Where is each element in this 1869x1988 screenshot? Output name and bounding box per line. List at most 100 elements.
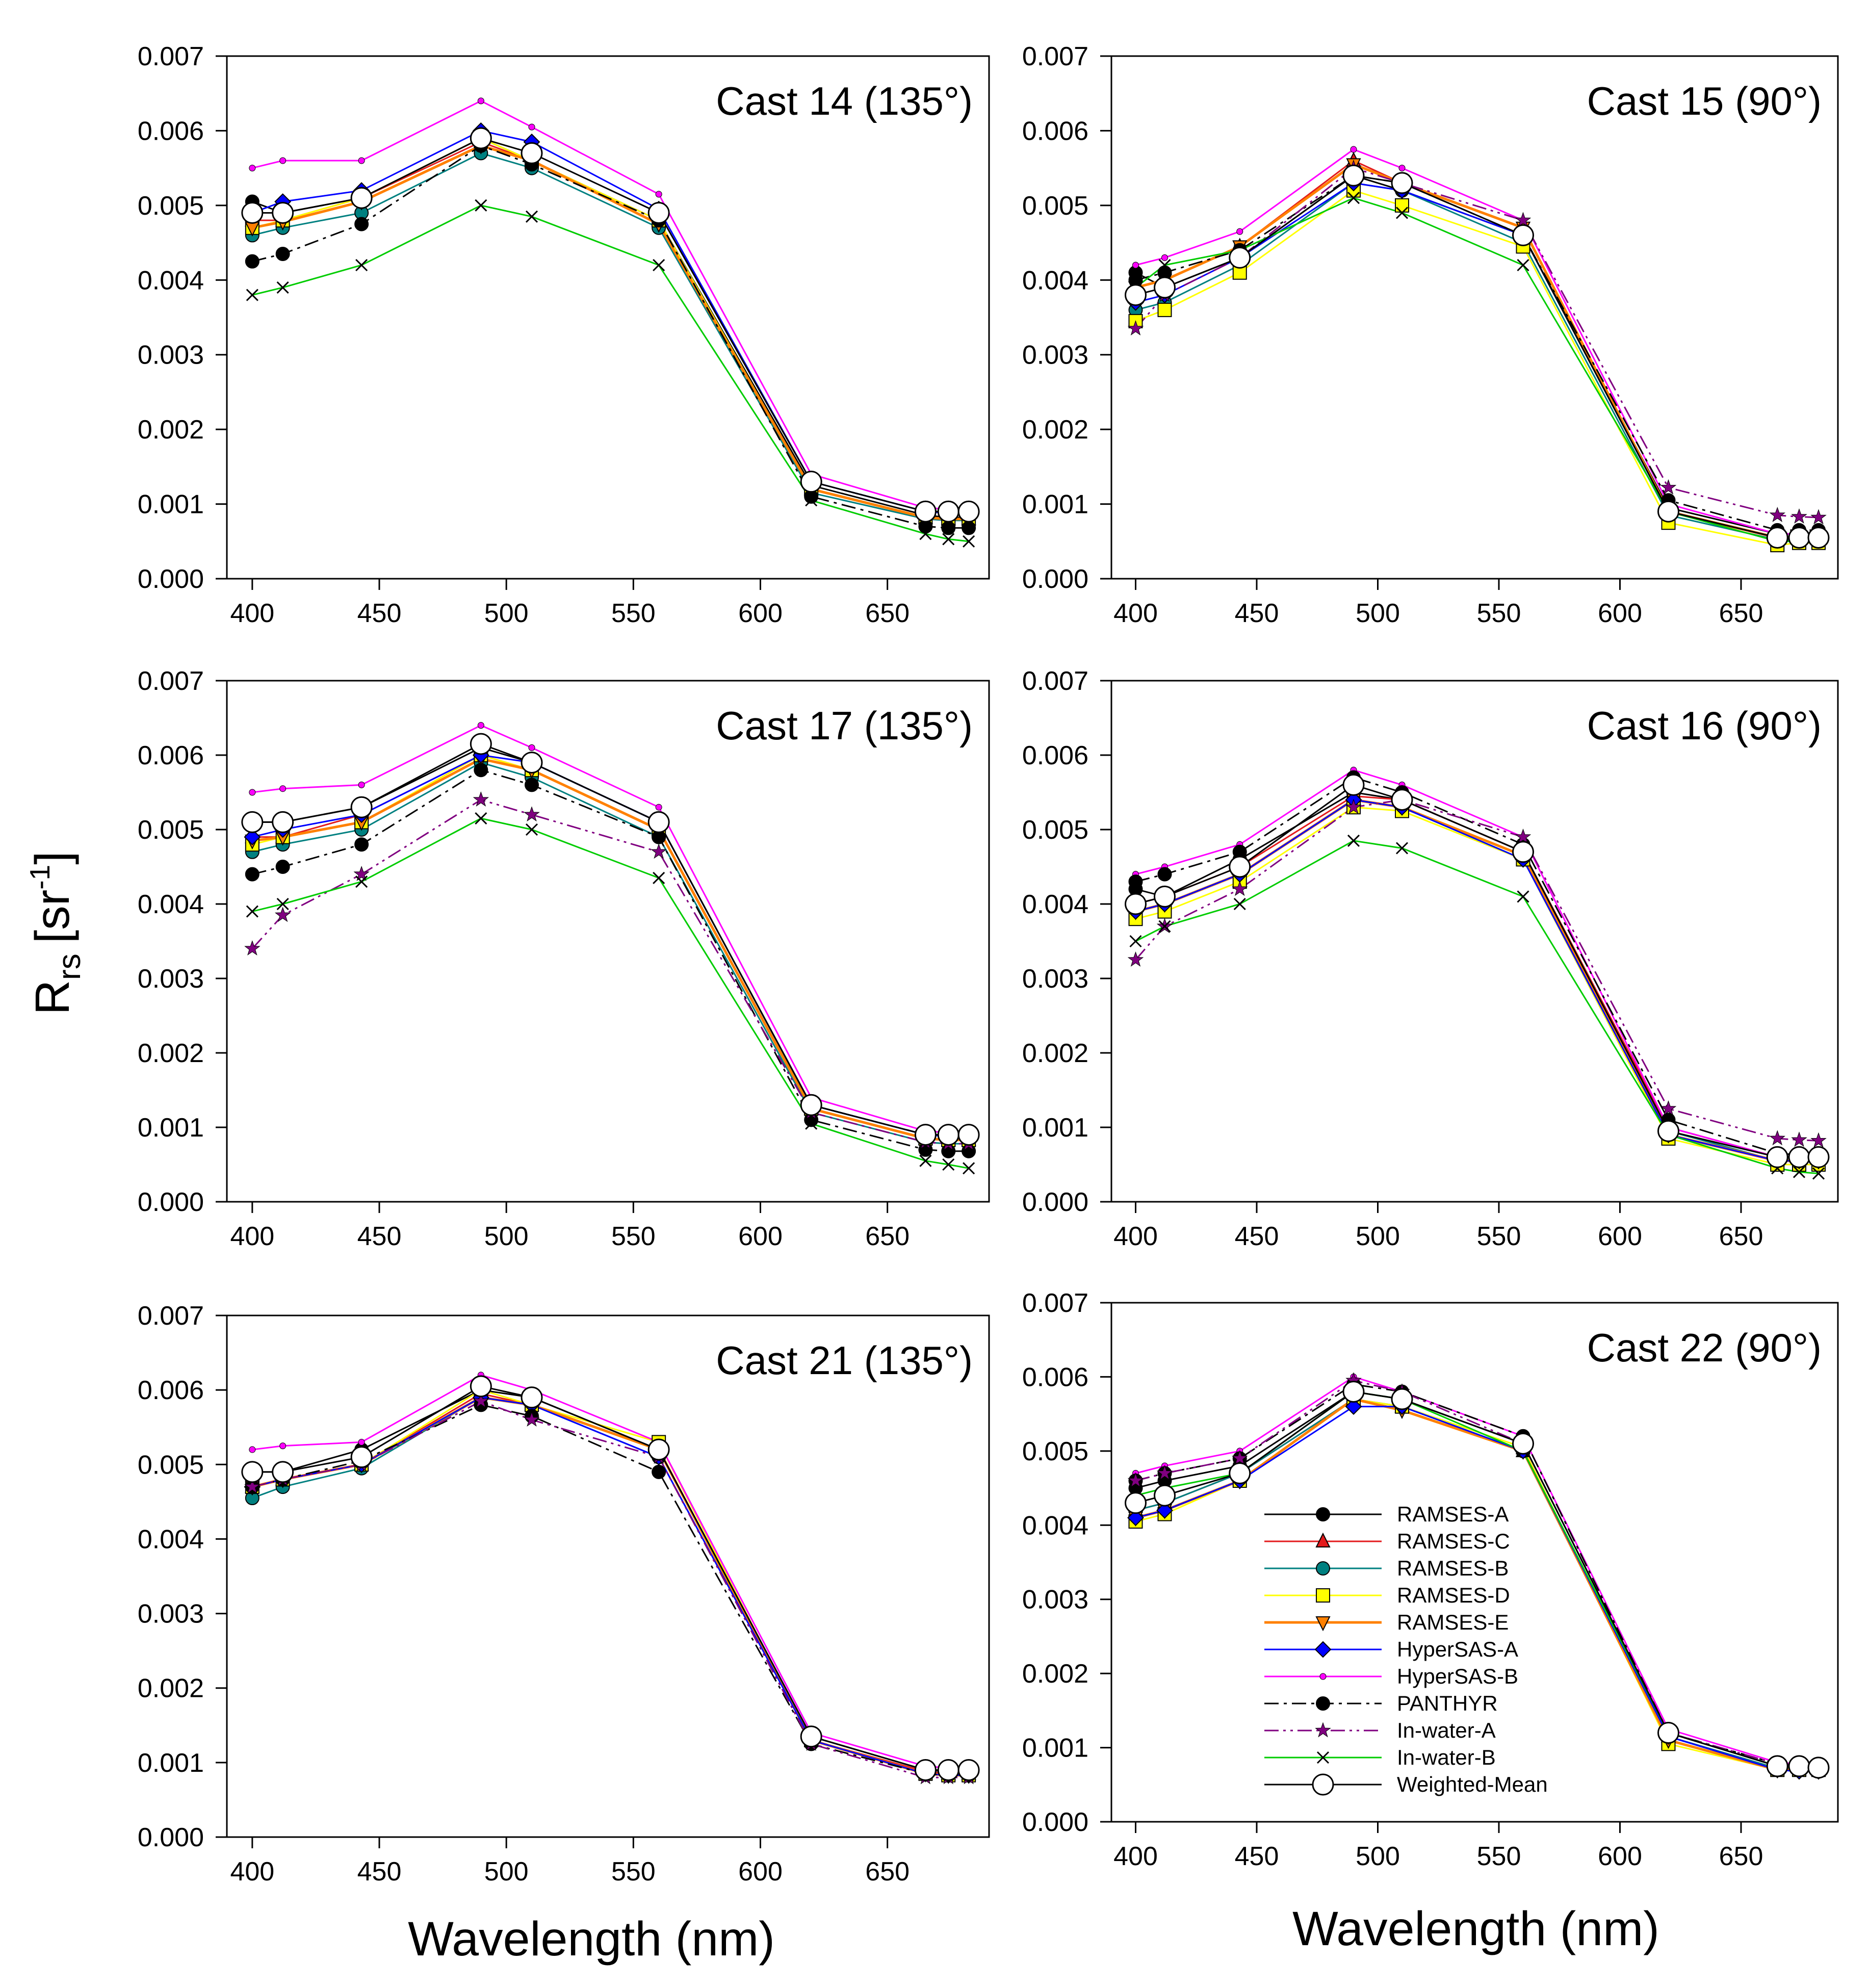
data-point-in-water-b: [276, 897, 289, 911]
data-point-hypersas-b: [1236, 228, 1243, 235]
y-tick-label: 0.003: [1022, 964, 1088, 994]
y-tick-label: 0.004: [1022, 890, 1088, 919]
data-point-panthyr: [652, 1464, 666, 1479]
data-point-weighted-mean: [800, 471, 822, 493]
y-tick-label: 0.001: [1022, 1734, 1088, 1763]
legend-label: RAMSES-C: [1397, 1529, 1510, 1553]
data-point-in-water-b: [475, 812, 487, 825]
data-point-in-water-b: [1812, 1167, 1825, 1180]
data-point-in-water-a: [1791, 1131, 1807, 1147]
legend-marker-in-water-a: [1315, 1722, 1331, 1738]
data-point-in-water-a: [1515, 212, 1531, 227]
x-tick-label: 600: [738, 1857, 783, 1887]
data-point-hypersas-b: [528, 123, 535, 131]
data-point-in-water-b: [246, 289, 258, 301]
plot-frame: [1110, 680, 1839, 1203]
data-point-in-water-a: [1769, 1130, 1785, 1146]
data-point-hypersas-b: [249, 1446, 256, 1453]
x-tick-label: 500: [484, 1857, 529, 1887]
y-tick-label: 0.004: [1022, 1511, 1088, 1540]
data-point-hypersas-a: [1156, 1502, 1173, 1519]
data-point-panthyr: [525, 778, 539, 792]
x-tick-label: 650: [1719, 1222, 1763, 1251]
data-point-weighted-mean: [1154, 1484, 1176, 1507]
panel-title: Cast 15 (90°): [1587, 79, 1822, 123]
data-point-weighted-mean: [937, 1124, 959, 1146]
series-markers-in-water-b: [246, 199, 975, 548]
legend-marker-ramses-b: [1316, 1561, 1330, 1576]
data-point-weighted-mean: [470, 733, 492, 755]
y-tick-label: 0.003: [1022, 341, 1088, 370]
data-point-weighted-mean: [1125, 893, 1147, 915]
chart-panel-6: 0.000 0.001 0.002 0.003 0.004 0.005 0.006 0.007…: [1022, 1288, 1839, 1871]
data-point-hypersas-b: [358, 781, 365, 788]
data-point-weighted-mean: [272, 1461, 294, 1483]
data-point-weighted-mean: [647, 811, 670, 833]
y-tick-label: 0.000: [1022, 1187, 1088, 1217]
legend-label: In-water-A: [1397, 1718, 1496, 1742]
data-point-weighted-mean: [1788, 526, 1810, 549]
data-point-hypersas-a: [1345, 1398, 1362, 1415]
data-point-weighted-mean: [800, 1094, 822, 1116]
data-point-hypersas-b: [249, 165, 256, 172]
data-point-weighted-mean: [241, 1461, 264, 1483]
data-point-panthyr: [275, 860, 290, 874]
data-point-panthyr: [962, 521, 976, 535]
data-point-weighted-mean: [1229, 1462, 1251, 1484]
x-tick-label: 650: [1719, 599, 1763, 628]
x-axis-title-left: Wavelength (nm): [408, 1912, 775, 1966]
data-point-weighted-mean: [647, 1438, 670, 1461]
series-markers-in-water-b: [246, 812, 975, 1175]
y-tick-label: 0.005: [138, 1450, 204, 1480]
y-tick-label: 0.005: [1022, 1437, 1088, 1466]
data-point-weighted-mean: [1391, 172, 1413, 194]
data-point-in-water-a: [524, 806, 540, 822]
legend-marker-ramses-c: [1315, 1532, 1331, 1547]
legend-marker-weighted-mean: [1312, 1773, 1334, 1796]
data-point-hypersas-b: [1132, 262, 1139, 269]
y-axis-title-sub: rs: [52, 953, 87, 980]
data-point-weighted-mean: [1342, 164, 1365, 187]
data-point-weighted-mean: [1391, 789, 1413, 811]
data-point-hypersas-b: [279, 157, 287, 164]
legend-marker-ramses-a: [1316, 1507, 1330, 1521]
series-line-ramses-b: [252, 152, 969, 522]
legend-label: HyperSAS-A: [1397, 1637, 1518, 1661]
y-tick-label: 0.007: [138, 42, 204, 71]
legend-marker-hypersas-a: [1314, 1641, 1332, 1658]
data-point-weighted-mean: [241, 202, 264, 224]
data-point-in-water-a: [473, 1392, 489, 1408]
legend-label: RAMSES-A: [1397, 1502, 1509, 1526]
data-point-weighted-mean: [914, 500, 937, 523]
legend-marker-hypersas-b: [1319, 1673, 1327, 1680]
x-tick-label: 450: [1235, 1842, 1279, 1871]
data-point-in-water-b: [1793, 1166, 1806, 1178]
data-point-in-water-b: [919, 528, 932, 540]
data-point-weighted-mean: [937, 500, 959, 523]
y-tick-label: 0.001: [138, 490, 204, 520]
data-point-weighted-mean: [1229, 246, 1251, 269]
data-point-weighted-mean: [957, 500, 980, 523]
y-tick-label: 0.002: [1022, 415, 1088, 445]
y-tick-label: 0.006: [1022, 116, 1088, 146]
y-tick-label: 0.007: [138, 1301, 204, 1331]
data-point-in-water-a: [1232, 881, 1248, 896]
data-point-weighted-mean: [1512, 841, 1534, 863]
data-point-weighted-mean: [1807, 1757, 1830, 1779]
data-point-panthyr: [474, 763, 488, 778]
series-line-hypersas-b: [1135, 148, 1819, 535]
data-point-weighted-mean: [272, 202, 294, 224]
plot-frame: [226, 680, 990, 1203]
series-line-ramses-d: [1135, 189, 1819, 546]
data-point-ramses-d: [1157, 302, 1172, 317]
data-point-in-water-b: [276, 281, 289, 294]
legend-label: RAMSES-B: [1397, 1556, 1509, 1580]
data-point-in-water-b: [355, 259, 368, 272]
data-point-in-water-b: [1395, 206, 1409, 219]
series-line-weighted-mean: [252, 1385, 969, 1771]
data-point-in-water-a: [244, 940, 261, 956]
data-point-weighted-mean: [1512, 1432, 1534, 1455]
series-line-panthyr: [252, 1404, 969, 1776]
data-point-weighted-mean: [1154, 276, 1176, 299]
data-point-weighted-mean: [272, 811, 294, 833]
